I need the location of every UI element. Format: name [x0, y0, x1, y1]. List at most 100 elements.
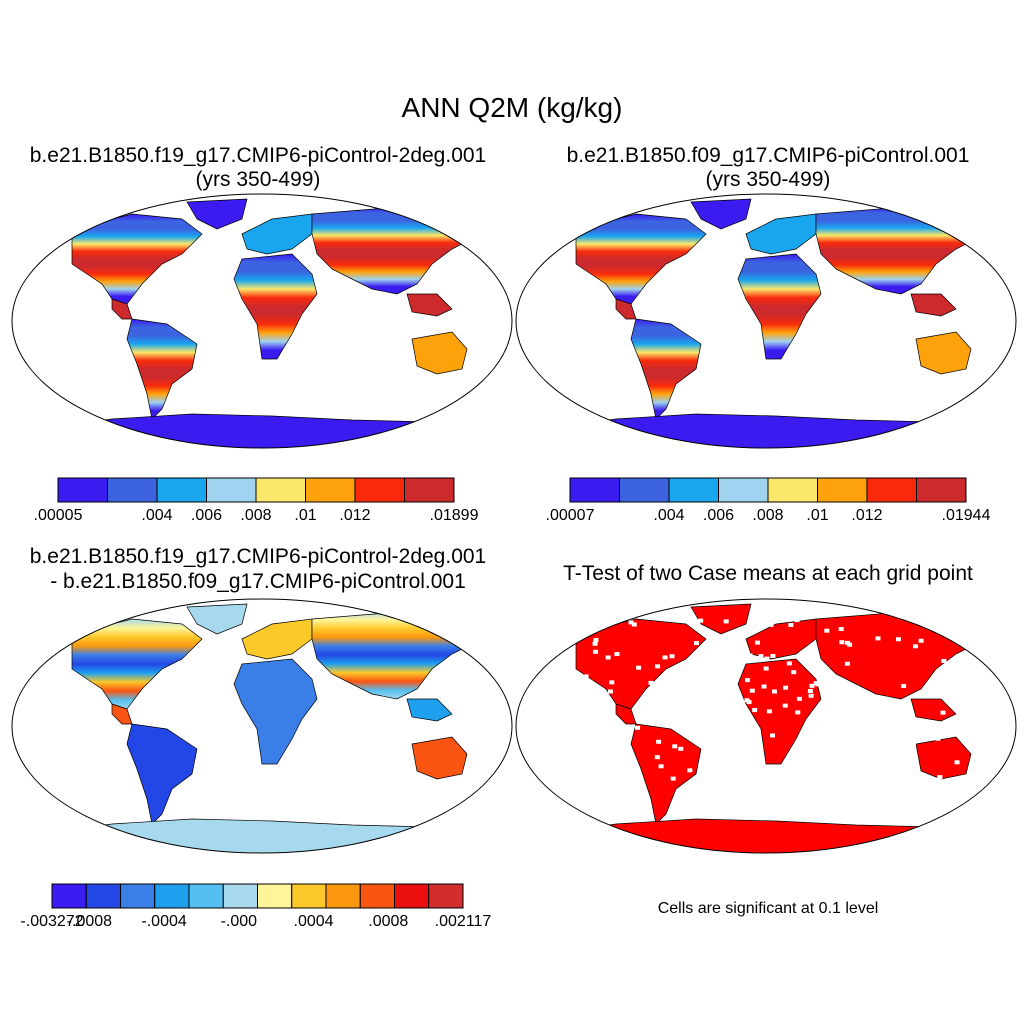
nonsignificant-cell — [936, 684, 942, 689]
nonsignificant-cell — [937, 775, 943, 780]
nonsignificant-cell — [676, 697, 682, 702]
landmass-ant — [545, 413, 997, 448]
nonsignificant-cell — [707, 673, 713, 678]
nonsignificant-cell — [844, 661, 850, 666]
nonsignificant-cell — [674, 713, 680, 718]
colorbar-tick-label: .008 — [240, 507, 272, 524]
nonsignificant-cell — [723, 619, 729, 624]
colorbar-box — [120, 883, 156, 909]
nonsignificant-cell — [850, 739, 856, 744]
nonsignificant-cell — [882, 724, 888, 729]
colorbar-panel-1 — [57, 477, 455, 503]
nonsignificant-cell — [593, 638, 599, 643]
nonsignificant-cell — [800, 650, 806, 655]
nonsignificant-cell — [918, 638, 924, 643]
landmass-cam — [111, 703, 133, 725]
nonsignificant-cell — [609, 680, 615, 685]
map-2-frame — [515, 193, 1017, 449]
colorbar-tick-label: -.000 — [220, 913, 258, 930]
nonsignificant-cell — [729, 632, 735, 637]
colorbar-panel-2 — [569, 477, 967, 503]
nonsignificant-cell — [670, 776, 676, 781]
landmass-afr — [233, 658, 318, 765]
colorbar-tick-label: .0008 — [368, 913, 409, 930]
nonsignificant-cell — [571, 680, 577, 685]
nonsignificant-cell — [720, 774, 726, 779]
colorbar-panel-3 — [51, 883, 464, 909]
nonsignificant-cell — [656, 739, 662, 744]
colorbar-box — [51, 883, 87, 909]
colorbar-tick-label: -.003272 — [20, 913, 84, 930]
nonsignificant-cell — [752, 762, 758, 767]
nonsignificant-cell — [808, 778, 814, 783]
colorbar-tick-label: .002117 — [434, 913, 492, 930]
nonsignificant-cell — [786, 661, 792, 666]
nonsignificant-cell — [796, 696, 802, 701]
nonsignificant-cell — [703, 684, 709, 689]
nonsignificant-cell — [749, 760, 755, 765]
nonsignificant-cell — [945, 729, 951, 734]
nonsignificant-cell — [925, 778, 931, 783]
nonsignificant-cell — [895, 637, 901, 642]
nonsignificant-cell — [912, 644, 918, 649]
nonsignificant-cell — [764, 656, 770, 661]
nonsignificant-cell — [818, 679, 824, 684]
colorbar-box — [257, 883, 293, 909]
nonsignificant-cell — [911, 740, 917, 745]
nonsignificant-cell — [758, 654, 764, 659]
nonsignificant-cell — [589, 763, 595, 768]
nonsignificant-cell — [895, 734, 901, 739]
nonsignificant-cell — [836, 680, 842, 685]
nonsignificant-cell — [687, 768, 693, 773]
landmass-sea — [910, 698, 957, 722]
landmass-nam — [71, 618, 203, 710]
nonsignificant-cell — [860, 732, 866, 737]
landmass-nam — [575, 618, 707, 710]
nonsignificant-cell — [591, 625, 597, 630]
landmass-cam — [615, 703, 637, 725]
landmass-asia — [815, 610, 987, 700]
nonsignificant-cell — [576, 684, 582, 689]
panel4-title: T-Test of two Case means at each grid po… — [563, 562, 973, 585]
landmass-afr — [233, 253, 318, 360]
landmass-sam — [630, 318, 702, 420]
nonsignificant-cell — [807, 688, 813, 693]
colorbar-box — [305, 477, 356, 503]
landmass-grn — [186, 198, 248, 230]
nonsignificant-cell — [701, 772, 707, 777]
nonsignificant-cell — [607, 766, 613, 771]
nonsignificant-cell — [628, 620, 634, 625]
colorbar-box — [188, 883, 224, 909]
nonsignificant-cell — [848, 723, 854, 728]
colorbar-box — [107, 477, 158, 503]
nonsignificant-cell — [935, 736, 941, 741]
landmass-nam — [575, 213, 707, 305]
colorbar-tick-label: .00005 — [33, 507, 83, 524]
colorbar-tick-label: .00007 — [545, 507, 595, 524]
panel3-title-line1: b.e21.B1850.f19_g17.CMIP6-piControl-2deg… — [29, 545, 487, 568]
panel1-title-line1: b.e21.B1850.f19_g17.CMIP6-piControl-2deg… — [29, 144, 487, 167]
nonsignificant-cell — [783, 685, 789, 690]
landmass-eur — [745, 213, 817, 255]
nonsignificant-cell — [695, 674, 701, 679]
nonsignificant-cell — [771, 689, 777, 694]
nonsignificant-cell — [636, 665, 642, 670]
landmass-sam — [126, 723, 198, 825]
nonsignificant-cell — [943, 631, 949, 636]
nonsignificant-cell — [671, 675, 677, 680]
nonsignificant-cell — [736, 707, 742, 712]
nonsignificant-cell — [954, 760, 960, 765]
landmass-aus — [411, 331, 468, 375]
landmass-aus — [915, 736, 972, 780]
nonsignificant-cell — [698, 618, 704, 623]
nonsignificant-cell — [662, 655, 668, 660]
colorbar-box — [767, 477, 818, 503]
nonsignificant-cell — [674, 673, 680, 678]
map-panel-1 — [41, 198, 493, 448]
nonsignificant-cell — [824, 628, 830, 633]
nonsignificant-cell — [875, 636, 881, 641]
colorbar-box — [222, 883, 258, 909]
nonsignificant-cell — [728, 700, 734, 705]
nonsignificant-cell — [613, 737, 619, 742]
landmass-sea — [406, 293, 453, 317]
